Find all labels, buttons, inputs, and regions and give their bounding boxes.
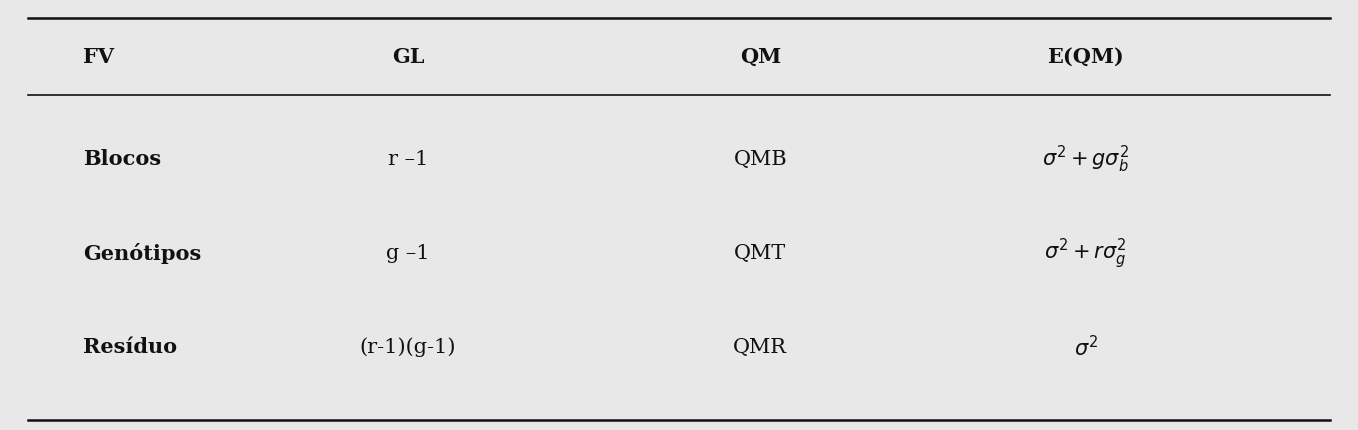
Text: FV: FV [83,47,114,67]
Text: QMT: QMT [735,244,786,263]
Text: r –1: r –1 [388,150,428,169]
Text: $\sigma^{2} + r\sigma_{g}^{2}$: $\sigma^{2} + r\sigma_{g}^{2}$ [1044,236,1127,270]
Text: (r-1)(g-1): (r-1)(g-1) [360,338,456,357]
Text: Blocos: Blocos [83,150,160,169]
Text: E(QM): E(QM) [1047,47,1124,67]
Text: QMB: QMB [733,150,788,169]
Text: $\sigma^{2} + g\sigma_{b}^{2}$: $\sigma^{2} + g\sigma_{b}^{2}$ [1042,144,1128,175]
Text: Resíduo: Resíduo [83,338,177,357]
Text: g –1: g –1 [386,244,429,263]
Text: $\sigma^{2}$: $\sigma^{2}$ [1074,335,1097,360]
Text: GL: GL [391,47,424,67]
Text: QMR: QMR [733,338,788,357]
Text: QM: QM [740,47,781,67]
Text: Genótipos: Genótipos [83,243,201,264]
